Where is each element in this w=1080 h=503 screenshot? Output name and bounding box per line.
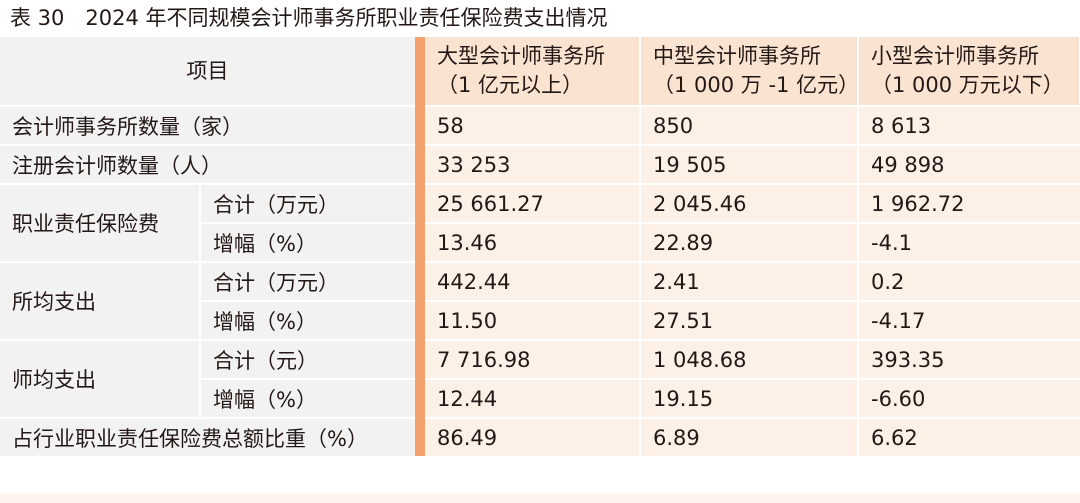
header-medium-line2: （1 000 万 -1 亿元） [653,73,858,97]
table-row: 所均支出 合计（万元） 442.44 2.41 0.2 [0,261,1080,340]
table-cell: 19.15 [640,378,859,418]
table-cell: 1 962.72 [858,183,1080,223]
header-row: 项目 大型会计师事务所 （1 亿元以上） 中型会计师事务所 （1 000 万 -… [0,37,1080,106]
table-cell: 19 505 [640,144,859,184]
table-row: 增幅（%） 12.44 19.15 -6.60 [0,378,1080,418]
table-cell: 49 898 [858,144,1080,184]
row-sub-label: 增幅（%） [199,300,421,340]
header-large-firm: 大型会计师事务所 （1 亿元以上） [415,37,641,106]
table-cell: 1 048.68 [640,339,859,379]
table-row: 会计师事务所数量（家） 58 850 8 613 [0,105,1080,145]
table-cell: 27.51 [640,300,859,340]
table-cell: 7 716.98 [415,339,641,379]
row-sub-label: 增幅（%） [199,378,421,418]
table-cell: 2.41 [640,261,859,301]
row-sub-label: 合计（万元） [199,183,421,223]
table-cell: 6.89 [640,417,859,456]
table-cell: -4.1 [858,222,1080,262]
table-cell: 6.62 [858,417,1080,456]
table-row: 注册会计师数量（人） 33 253 19 505 49 898 [0,144,1080,184]
header-medium-firm: 中型会计师事务所 （1 000 万 -1 亿元） [640,37,859,106]
table-cell: 13.46 [415,222,641,262]
table-cell: 11.50 [415,300,641,340]
table-cell: 58 [415,105,641,145]
header-large-line1: 大型会计师事务所 [437,44,605,68]
table-cell: 33 253 [415,144,641,184]
table-cell: -6.60 [858,378,1080,418]
table-cell: 25 661.27 [415,183,641,223]
table-cell: 8 613 [858,105,1080,145]
row-label: 占行业职业责任保险费总额比重（%） [0,417,421,456]
row-sub-label: 合计（万元） [199,261,421,301]
header-small-firm: 小型会计师事务所 （1 000 万元以下） [858,37,1080,106]
table-row: 占行业职业责任保险费总额比重（%） 86.49 6.89 6.62 [0,417,1080,456]
table-row: 师均支出 合计（元） 7 716.98 1 048.68 393.35 [0,339,1080,418]
row-sub-label: 合计（元） [199,339,421,379]
header-small-line1: 小型会计师事务所 [871,44,1039,68]
table-cell: 2 045.46 [640,183,859,223]
table-row: 增幅（%） 13.46 22.89 -4.1 [0,222,1080,262]
table-row: 增幅（%） 11.50 27.51 -4.17 [0,300,1080,340]
table-row: 职业责任保险费 合计（万元） 25 661.27 2 045.46 1 962.… [0,183,1080,262]
table-cell: 22.89 [640,222,859,262]
header-item: 项目 [0,37,421,106]
table-cell: 393.35 [858,339,1080,379]
table-cell: 442.44 [415,261,641,301]
row-label: 会计师事务所数量（家） [0,105,421,145]
table-cell: 0.2 [858,261,1080,301]
header-small-line2: （1 000 万元以下） [871,73,1064,97]
header-medium-line1: 中型会计师事务所 [653,44,821,68]
table-title: 表 30 2024 年不同规模会计师事务所职业责任保险费支出情况 [10,6,608,30]
row-group-label: 师均支出 [0,339,201,418]
insurance-table: 项目 大型会计师事务所 （1 亿元以上） 中型会计师事务所 （1 000 万 -… [0,37,1080,456]
table-cell: 12.44 [415,378,641,418]
row-sub-label: 增幅（%） [199,222,421,262]
footer-band [0,494,1080,503]
table-cell: 850 [640,105,859,145]
table-cell: 86.49 [415,417,641,456]
row-label: 注册会计师数量（人） [0,144,421,184]
header-large-line2: （1 亿元以上） [437,73,584,97]
row-group-label: 所均支出 [0,261,201,340]
table-cell: -4.17 [858,300,1080,340]
row-group-label: 职业责任保险费 [0,183,201,262]
